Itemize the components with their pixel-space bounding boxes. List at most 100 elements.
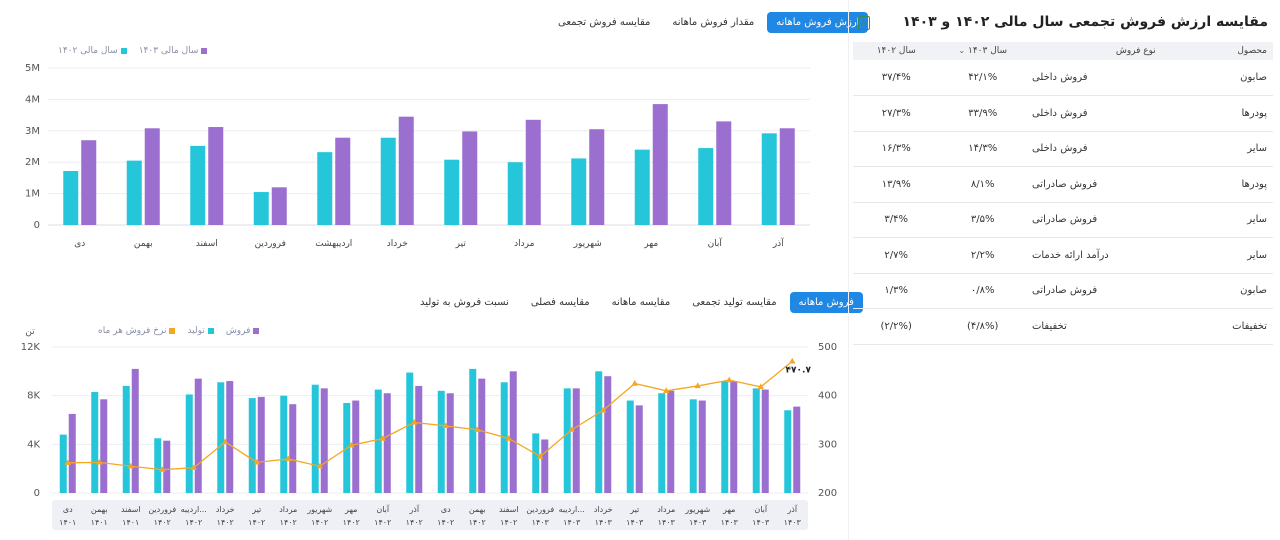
bar-sales[interactable] (194, 378, 202, 493)
bar-production[interactable] (595, 371, 603, 493)
bar-production[interactable] (437, 390, 445, 493)
bar-production[interactable] (311, 384, 319, 493)
bar-sales[interactable] (572, 388, 580, 493)
rate-point[interactable] (96, 458, 103, 465)
bar-1403[interactable] (779, 128, 795, 225)
rate-point[interactable] (726, 376, 733, 383)
legend-item-sales[interactable]: فروش (226, 326, 260, 336)
tab-cumulative-production[interactable]: مقایسه تولید تجمعی (692, 297, 777, 308)
bar-1403[interactable] (398, 116, 414, 225)
bar-sales[interactable] (226, 381, 234, 493)
bar-1402[interactable] (317, 152, 333, 225)
bar-1403[interactable] (589, 129, 605, 225)
rate-point[interactable] (537, 453, 544, 459)
bar-production[interactable] (721, 381, 729, 493)
bar-production[interactable] (91, 392, 99, 493)
tab-sales-to-production[interactable]: نسبت فروش به تولید (420, 297, 509, 308)
tab-monthly-compare[interactable]: مقایسه ماهانه (611, 297, 671, 308)
bar-sales[interactable] (383, 393, 391, 493)
bar-production[interactable] (122, 385, 130, 493)
rate-point[interactable] (285, 455, 292, 462)
legend-item-rate[interactable]: نرخ فروش هر ماه (98, 326, 176, 336)
bar-1403[interactable] (462, 131, 478, 225)
tab-monthly-sales-value[interactable]: ارزش فروش ماهانه (767, 12, 869, 33)
bar-production[interactable] (658, 393, 666, 493)
rate-point[interactable] (757, 383, 764, 390)
bar-1403[interactable] (716, 121, 732, 225)
bar-production[interactable] (532, 433, 540, 493)
bar-1402[interactable] (571, 158, 587, 225)
bar-sales[interactable] (541, 439, 549, 493)
bar-1402[interactable] (190, 145, 206, 225)
bar-1402[interactable] (253, 192, 269, 225)
rate-point[interactable] (348, 441, 355, 448)
bar-1403[interactable] (208, 127, 224, 225)
legend-item-1402[interactable]: سال مالی ۱۴۰۲ (58, 46, 127, 56)
bar-sales[interactable] (793, 406, 801, 493)
tab-seasonal-compare[interactable]: مقایسه فصلی (530, 297, 590, 308)
bar-sales[interactable] (289, 404, 297, 493)
rate-point[interactable] (474, 426, 481, 432)
bar-production[interactable] (185, 394, 193, 493)
bar-production[interactable] (500, 382, 508, 493)
bar-production[interactable] (626, 400, 634, 493)
bar-1403[interactable] (81, 140, 97, 225)
bar-sales[interactable] (257, 396, 265, 493)
bar-production[interactable] (689, 399, 697, 493)
bar-production[interactable] (563, 388, 571, 493)
bar-production[interactable] (217, 382, 225, 493)
rate-point[interactable] (663, 387, 670, 393)
tab-cumulative-sales-compare[interactable]: مقایسه فروش تجمعی (558, 17, 651, 28)
tab-monthly-sales-quantity[interactable]: مقدار فروش ماهانه (672, 17, 755, 28)
bar-1403[interactable] (652, 104, 668, 225)
bar-sales[interactable] (698, 400, 706, 493)
legend-item-1403[interactable]: سال مالی ۱۴۰۳ (139, 46, 208, 56)
bar-sales[interactable] (509, 371, 517, 493)
bar-production[interactable] (784, 410, 792, 493)
bar-1403[interactable] (525, 119, 541, 225)
bar-production[interactable] (280, 395, 288, 493)
bar-sales[interactable] (730, 381, 738, 493)
bar-production[interactable] (406, 372, 414, 493)
bar-sales[interactable] (446, 393, 454, 493)
excel-icon[interactable]: x (858, 16, 870, 30)
bar-sales[interactable] (761, 389, 769, 493)
bar-sales[interactable] (635, 405, 643, 493)
rate-point[interactable] (442, 422, 449, 429)
bar-production[interactable] (469, 368, 477, 493)
bar-1402[interactable] (761, 133, 777, 225)
bar-1403[interactable] (144, 128, 160, 225)
bar-1402[interactable] (126, 160, 142, 225)
bar-production[interactable] (374, 389, 382, 493)
rate-point[interactable] (316, 462, 323, 469)
bar-1402[interactable] (63, 170, 79, 225)
rate-point[interactable] (190, 464, 197, 470)
bar-sales[interactable] (478, 378, 486, 493)
col-header-1402[interactable]: سال ۱۴۰۲ (876, 46, 916, 56)
bar-1402[interactable] (634, 149, 650, 225)
col-header-product[interactable]: محصول (1237, 46, 1267, 56)
rate-point[interactable] (789, 357, 796, 364)
bar-production[interactable] (154, 438, 162, 493)
bar-1403[interactable] (271, 187, 287, 225)
rate-point[interactable] (568, 426, 575, 432)
col-header-sale-type[interactable]: نوع فروش (1115, 46, 1156, 56)
bar-production[interactable] (248, 398, 256, 493)
rate-point[interactable] (379, 434, 386, 441)
col-header-1403[interactable]: سال ۱۴۰۳ ⌄ (958, 46, 1008, 56)
bar-sales[interactable] (68, 413, 76, 493)
bar-production[interactable] (59, 434, 67, 493)
bar-production[interactable] (752, 388, 760, 493)
bar-1403[interactable] (335, 137, 351, 225)
bar-sales[interactable] (163, 440, 171, 493)
rate-point[interactable] (64, 459, 71, 466)
legend-item-production[interactable]: تولید (187, 326, 214, 336)
bar-1402[interactable] (698, 148, 714, 225)
bar-sales[interactable] (131, 368, 139, 493)
tab-monthly-sales[interactable]: فروش ماهانه (789, 292, 863, 313)
bar-1402[interactable] (507, 162, 523, 225)
rate-point[interactable] (127, 462, 134, 469)
rate-point[interactable] (159, 466, 166, 472)
bar-sales[interactable] (352, 400, 360, 493)
rate-point[interactable] (411, 418, 418, 425)
